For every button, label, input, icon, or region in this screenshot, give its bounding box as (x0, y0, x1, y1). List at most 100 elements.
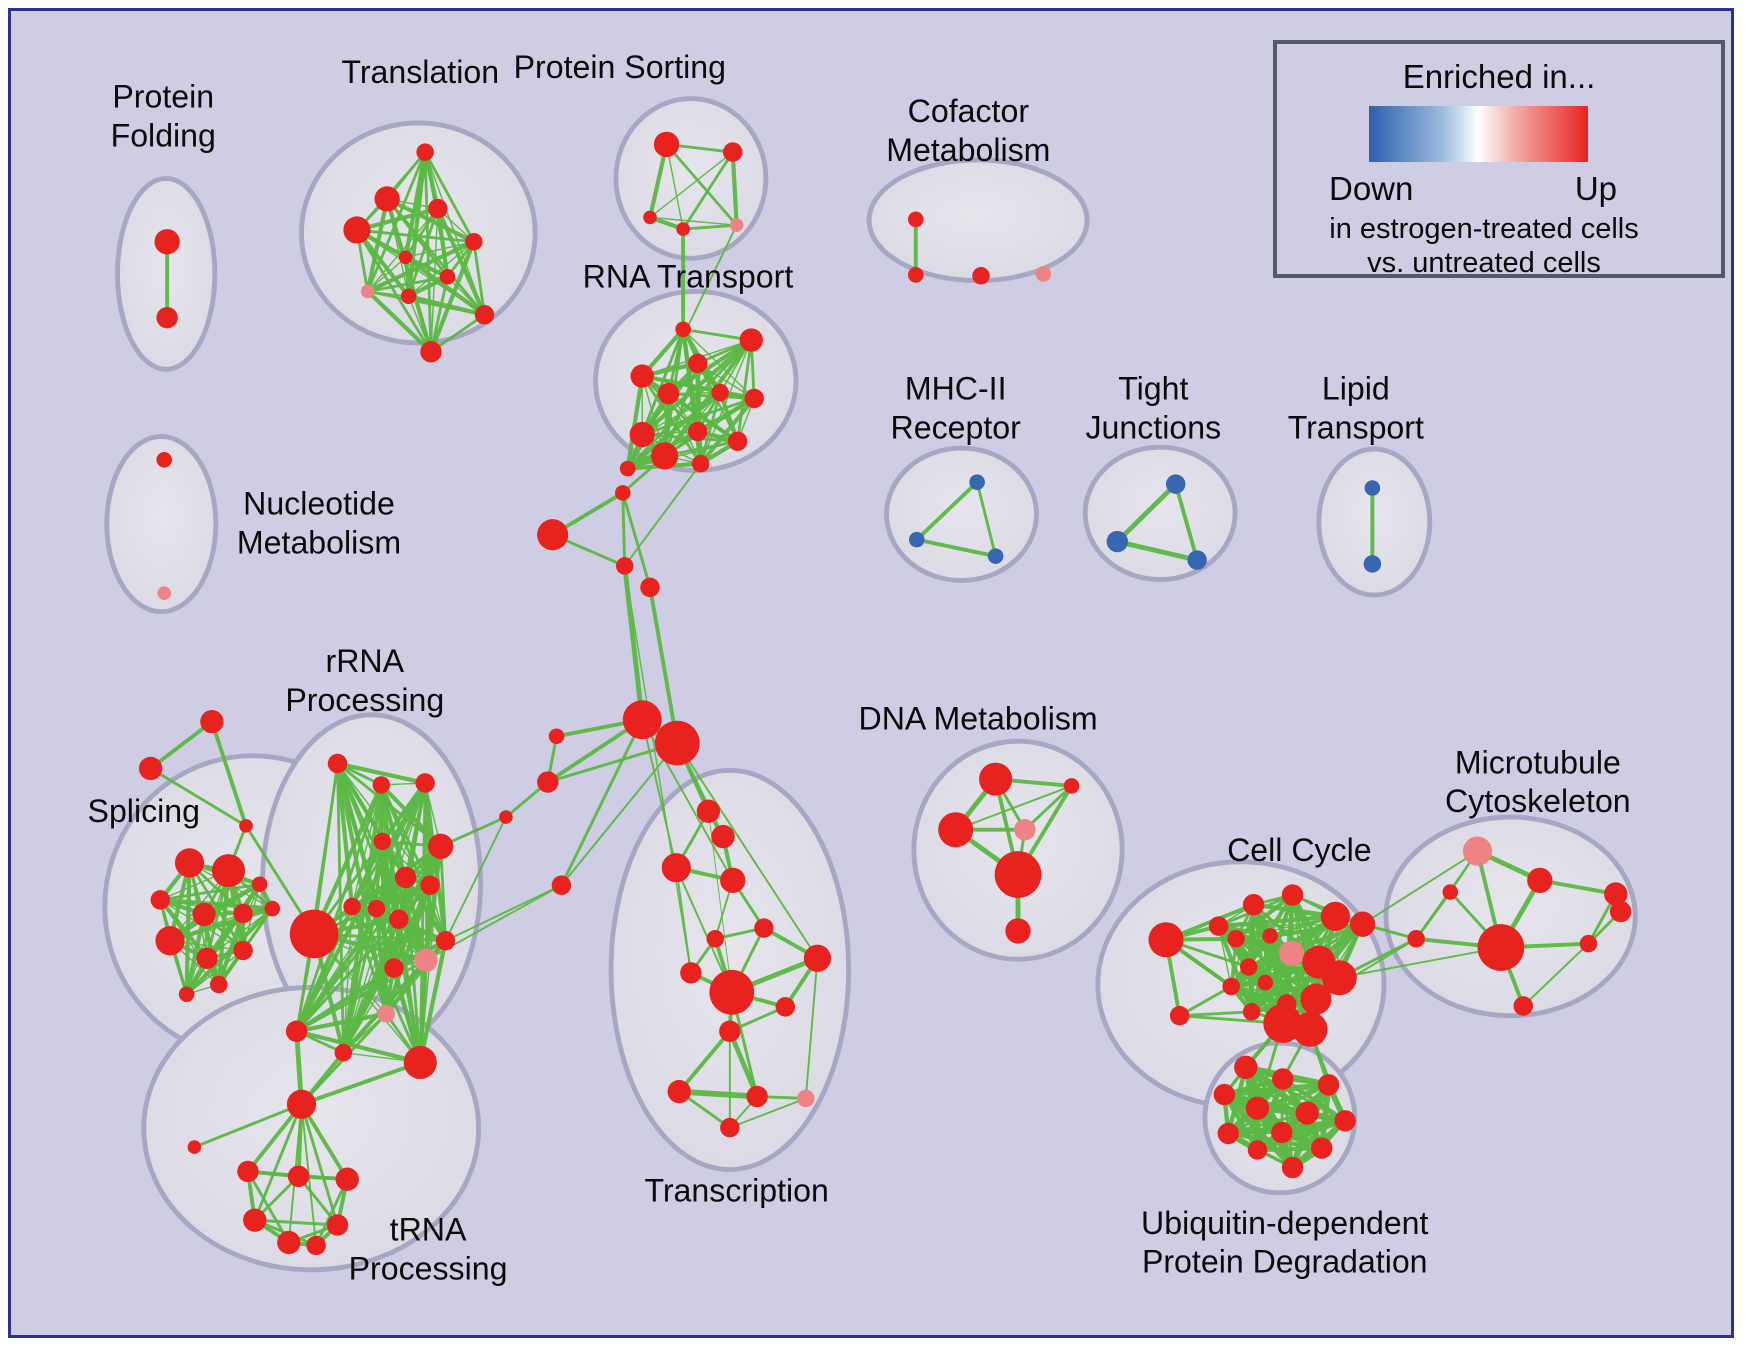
edge-trna-processing (253, 1218, 339, 1227)
edge-rna-transport (625, 373, 645, 471)
edge-splicing (218, 883, 261, 986)
edge-translation (366, 150, 427, 293)
edge-rrna-processing (295, 783, 383, 1033)
node-rrna-processing-12 (435, 930, 456, 951)
node-mhc-ii-receptor-1 (908, 531, 925, 548)
edge-translation (407, 240, 475, 297)
node-splicing-11 (178, 986, 195, 1003)
node-rrna-processing-8 (343, 897, 361, 916)
node-microtubule-cytoskeleton-1 (1527, 867, 1553, 894)
cluster-ellipse-mhc-ii-receptor (884, 445, 1039, 583)
node-trna-processing-6 (326, 1214, 349, 1236)
edge-translation (428, 239, 476, 354)
edge-rrna-processing (294, 904, 355, 1034)
edge-translation (365, 289, 434, 354)
edge-rrna-processing (341, 907, 378, 1055)
node-translation-9 (474, 305, 495, 325)
node-cell-cycle-8 (1239, 958, 1258, 976)
legend-caption-line2: vs. untreated cells (1367, 247, 1601, 279)
edge-translation (365, 196, 390, 294)
node-transcription-11 (667, 1079, 691, 1104)
node-translation-8 (400, 288, 417, 305)
node-splicing-9 (264, 900, 281, 917)
node-rrna-processing-15 (285, 1020, 308, 1042)
node-trna-processing-0 (286, 1089, 317, 1119)
node-splicing-2 (150, 890, 171, 910)
cluster-label-lipid-transport: Lipid (1322, 370, 1390, 406)
edge-protein-sorting (681, 223, 739, 231)
node-ubiquitin-degradation-10 (1247, 1140, 1268, 1160)
node-ubiquitin-degradation-9 (1311, 1137, 1333, 1159)
cluster-label-cell-cycle: Cell Cycle (1227, 832, 1372, 868)
edge-rrna-processing (418, 938, 448, 1065)
node-rrna-processing-17 (403, 1045, 437, 1079)
node-protein-sorting-4 (729, 218, 744, 232)
node-splicing-0 (174, 848, 205, 878)
cluster-label-microtubule-cytoskeleton: Cytoskeleton (1445, 783, 1631, 819)
node-ubiquitin-degradation-2 (1317, 1074, 1340, 1096)
cluster-label-ubiquitin-degradation: Ubiquitin-dependent (1141, 1205, 1428, 1241)
cluster-ellipse-nucleotide-metabolism (104, 433, 219, 615)
edge-intercluster (209, 719, 248, 828)
edge-intercluster (444, 816, 507, 942)
node-splicing-10 (209, 975, 228, 994)
node-rna-transport-3 (687, 353, 708, 374)
cluster-label-trna-processing: Processing (349, 1251, 508, 1287)
node-transcription-12 (746, 1085, 768, 1108)
node-splicing-5 (155, 926, 185, 956)
edge-rrna-processing (419, 959, 427, 1064)
edge-transcription (728, 1097, 807, 1129)
node-splicing-7 (233, 940, 253, 961)
edge-protein-sorting (665, 142, 739, 227)
edge-rna-transport (626, 440, 739, 470)
edge-rrna-processing (351, 905, 427, 961)
node-splicing-4 (233, 903, 253, 924)
edge-rna-transport (626, 338, 753, 470)
node-rrna-processing-9 (367, 899, 386, 918)
enrichment-map-panel: Protein Folding Translation Protein Sorting… (8, 8, 1734, 1338)
edge-transcription (804, 957, 819, 1100)
edge-intercluster (621, 491, 652, 589)
edge-ubiquitin-degradation (1255, 1118, 1348, 1153)
node-free-9 (551, 875, 572, 895)
edge-microtubule-cytoskeleton (1414, 890, 1452, 941)
cluster-label-nucleotide-metabolism: Nucleotide (243, 485, 395, 521)
cluster-label-tight-junctions: Junctions (1085, 409, 1221, 445)
node-rrna-processing-10 (389, 909, 409, 930)
node-free-13 (1148, 922, 1184, 958)
node-ubiquitin-degradation-5 (1295, 1101, 1319, 1125)
node-lipid-transport-1 (1363, 555, 1382, 573)
node-protein-sorting-0 (653, 131, 680, 158)
node-microtubule-cytoskeleton-3 (1407, 930, 1425, 948)
node-splicing-8 (251, 876, 268, 893)
node-protein-folding-0 (154, 229, 180, 255)
node-rna-transport-9 (727, 431, 748, 452)
node-translation-10 (420, 341, 442, 363)
edge-intercluster (641, 718, 678, 869)
edge-intercluster (148, 719, 214, 771)
node-rna-transport-11 (691, 454, 710, 473)
cluster-label-microtubule-cytoskeleton: Microtubule (1455, 744, 1621, 780)
edge-rna-transport (663, 397, 756, 458)
cluster-label-cofactor-metabolism: Cofactor (908, 93, 1030, 129)
node-trna-processing-1 (187, 1140, 202, 1154)
node-lipid-transport-0 (1364, 480, 1381, 496)
node-transcription-6 (680, 962, 702, 984)
node-rna-transport-10 (650, 442, 679, 470)
edge-intercluster (676, 742, 819, 960)
node-trna-processing-4 (335, 1167, 359, 1191)
node-cell-cycle-13 (1321, 960, 1357, 996)
node-nucleotide-metabolism-0 (156, 452, 173, 468)
edge-rrna-processing (312, 782, 384, 936)
edge-ubiquitin-degradation (1255, 1145, 1324, 1153)
cluster-label-protein-folding: Folding (111, 117, 216, 153)
edge-rna-transport (699, 339, 752, 465)
edge-translation (406, 294, 487, 317)
node-rna-transport-5 (711, 383, 729, 402)
legend-gradient-bar (1369, 106, 1588, 162)
node-dna-metabolism-1 (1063, 778, 1080, 794)
node-ubiquitin-degradation-1 (1272, 1068, 1294, 1090)
node-dna-metabolism-3 (1014, 819, 1036, 841)
node-dna-metabolism-5 (1005, 918, 1031, 944)
